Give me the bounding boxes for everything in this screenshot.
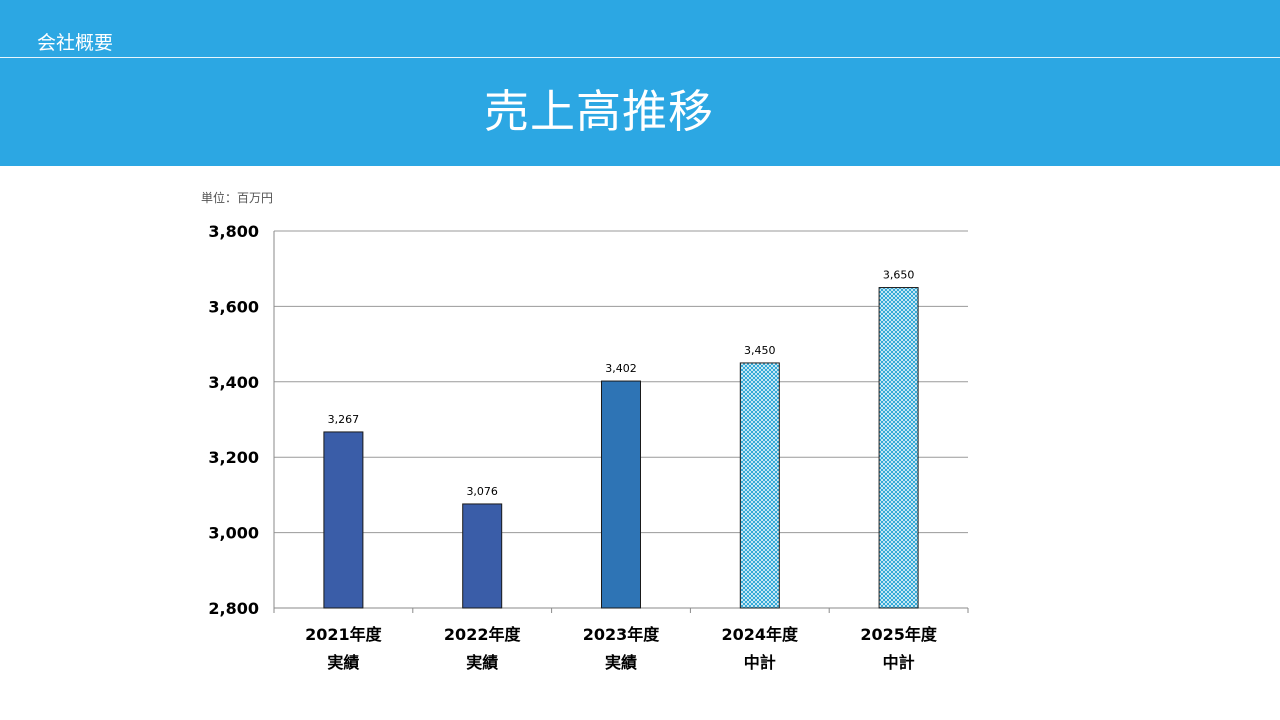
data-label: 3,402 [605,362,637,375]
data-label: 3,076 [466,485,498,498]
bars [323,287,919,609]
x-category-sublabel: 実績 [605,653,637,672]
y-tick-label: 3,400 [208,373,259,392]
data-label: 3,650 [883,269,915,282]
bar-2025年度 [878,287,919,609]
bar-2021年度 [323,431,364,609]
header-band: 会社概要 売上高推移 [0,0,1280,166]
x-category-label: 2024年度 [722,625,800,644]
x-category-label: 2022年度 [444,625,522,644]
y-tick-label: 3,600 [208,297,259,316]
x-category-label: 2023年度 [583,625,661,644]
y-tick-label: 3,000 [208,524,259,543]
x-category-label: 2021年度 [305,625,383,644]
x-category-label: 2025年度 [860,625,938,644]
y-tick-label: 3,800 [208,222,259,241]
bar-2023年度 [601,380,641,609]
section-label: 会社概要 [37,32,114,54]
labels: 2,800 3,000 3,200 3,400 3,600 3,800 3,267 2021年… [208,222,937,672]
y-tick-label: 2,800 [208,599,259,618]
x-category-sublabel: 中計 [744,653,776,672]
unit-label: 単位：百万円 [201,191,274,205]
x-category-sublabel: 中計 [883,653,915,672]
header-divider [0,57,1280,58]
x-category-sublabel: 実績 [466,653,498,672]
page-title: 売上高推移 [484,85,715,138]
bar-2024年度 [739,362,780,609]
x-category-sublabel: 実績 [327,653,359,672]
data-label: 3,267 [328,413,360,426]
data-label: 3,450 [744,344,776,357]
y-tick-label: 3,200 [208,448,259,467]
bar-2022年度 [462,503,503,609]
